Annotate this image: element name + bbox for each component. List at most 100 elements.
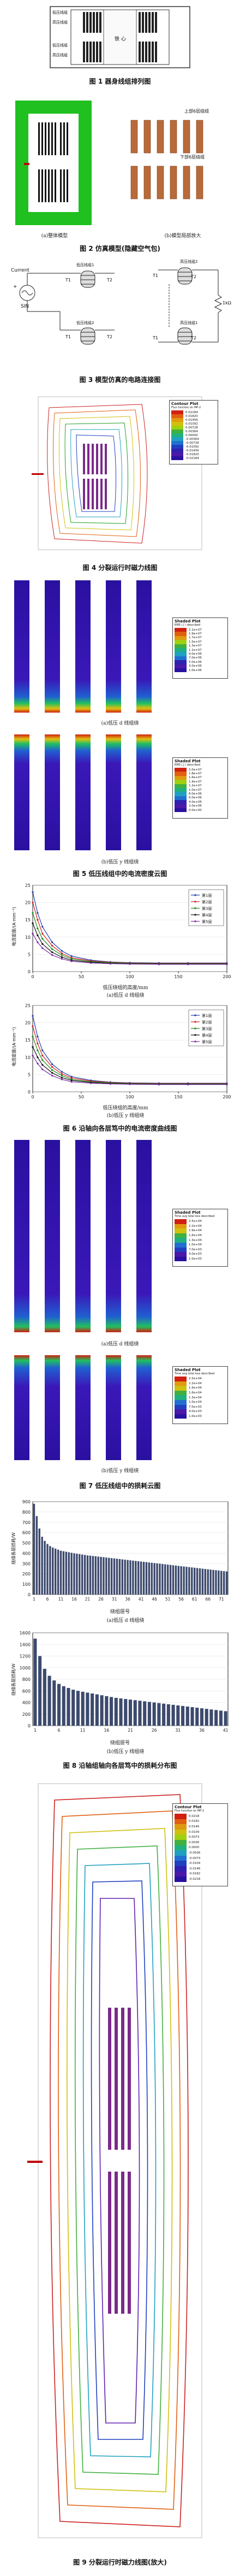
bar [138,1701,142,1726]
legend-level: 8.0e+06 [175,792,227,796]
legend-value: 0.0036 [189,1840,200,1844]
data-point [32,891,34,893]
bar [207,1569,209,1595]
legend-swatch [171,441,183,445]
legend-value: 7.0e+03 [189,1248,202,1251]
data-point [187,963,189,966]
data-point [109,1083,111,1085]
bar [94,1556,97,1595]
series-line [32,1055,227,1085]
bar [181,1705,185,1726]
legend-swatch [171,422,183,426]
y-tick-label: 900 [22,1499,31,1504]
legend-swatch [175,1414,187,1419]
bar [172,1565,175,1595]
bar [156,1563,158,1595]
bar [62,1551,65,1595]
bar [92,1556,94,1595]
legend-swatch [175,1386,187,1391]
data-point [61,950,63,952]
bar [79,1554,81,1595]
data-point [32,911,34,914]
bar [119,1698,123,1726]
data-point [51,1066,53,1068]
legend-swatch [175,636,187,640]
bar [110,1558,113,1595]
bar [171,1704,175,1726]
legend-value: 2.5e+04 [189,1220,202,1224]
bar [201,1568,204,1595]
fig3-t1b: T1 [65,334,71,339]
bar [105,1696,109,1726]
legend-value: -0.0146 [189,1867,201,1871]
series-line [32,1036,227,1085]
x-tick-label: 16 [104,1728,110,1733]
bar [169,1565,172,1595]
legend-label: 第1层 [202,1013,212,1018]
legend-level: 0.0109 [175,1829,227,1835]
legend-swatch [175,1850,187,1856]
fig6a-ylabel: 电流密度/(A·mm⁻²) [11,907,17,946]
fig7a-color-scale: 2.5e+04 2.2e+04 1.9e+04 1.6e+04 1.3e+04 1.0e+… [175,1219,227,1262]
fig6b-ylabel: 电流密度/(A·mm⁻²) [11,1027,17,1067]
bar [152,1702,156,1726]
bar [86,1692,89,1726]
bar [113,1558,116,1595]
fig8b-chart: 0 200 400 600 800 1000 1200 1400 1600 1 6 11 16 21 26 3… [5,1628,235,1738]
y-tick-label: 0 [28,969,31,974]
legend-level: 9.0e+06 [175,652,227,656]
legend-value: -0.0036 [189,1851,201,1855]
data-point [109,962,111,965]
fig7a-legend-title: Shaded Plot [175,1210,201,1215]
legend-swatch [175,1247,187,1252]
fig3-t1a: T1 [65,278,71,283]
fig8-sub-a: (a)低压 d 线组绕 [106,1618,145,1624]
fig5b-contour [11,732,164,852]
bar [151,1562,153,1595]
data-point [41,947,44,949]
data-point [61,1071,63,1073]
bar [89,1555,92,1595]
bar [110,1697,113,1726]
legend-value: 1.2e+07 [189,784,202,788]
data-point [61,958,63,960]
x-tick-label: 41 [139,1597,144,1602]
x-tick-label: 0 [31,974,34,979]
data-point [37,1036,39,1038]
legend-value: 0.00364 [185,430,198,433]
legend-level: 2.0e+07 [175,768,227,772]
fig2-sub-b: (b)模型局部放大 [164,233,201,239]
fig3-plus-label: + [13,284,17,290]
bar [215,1570,217,1595]
x-tick-label: 1 [33,1597,35,1602]
fig3-lv2-label: 低压线组2 [76,321,94,325]
legend-swatch [175,1839,187,1845]
fig7a-legend-sub: Time avg total loss described [175,1215,215,1218]
legend-level: 1.7e+07 [175,636,227,640]
legend-marker [194,920,196,922]
series-line [32,892,227,963]
bar [108,1557,110,1595]
legend-swatch [175,668,187,673]
x-tick-label: 6 [58,1728,61,1733]
bar [54,1548,57,1595]
legend-level: 2.2e+04 [175,1224,227,1229]
fig5a-legend-sub: RMS ( J ) described [175,624,201,627]
data-point [61,1078,63,1080]
fig3-lv1-label: 低压线组1 [76,263,94,267]
fig7-sub-b: (b)低压 y 线组绕 [101,1468,139,1474]
bar [159,1563,161,1595]
legend-value: 0.02184 [185,410,198,414]
legend-level: -0.00364 [171,437,218,441]
legend-value: 0.00728 [185,426,198,430]
legend-swatch [175,1377,187,1381]
bar [137,1561,140,1595]
legend-swatch [175,1824,187,1830]
fig6-caption: 图 6 沿轴向各层笃中的电流密度曲线图 [63,1125,177,1132]
fig7a-legend: Shaded Plot Time avg total loss describe… [172,1209,228,1267]
legend-swatch [175,1871,187,1877]
legend-value: 2.0e+07 [189,768,202,772]
fig8a-chart: 0 100 200 300 400 500 600 700 800 900 1 6 11 16 21 26 31… [5,1497,235,1607]
y-tick-label: 0 [28,1592,31,1597]
legend-swatch [175,640,187,644]
